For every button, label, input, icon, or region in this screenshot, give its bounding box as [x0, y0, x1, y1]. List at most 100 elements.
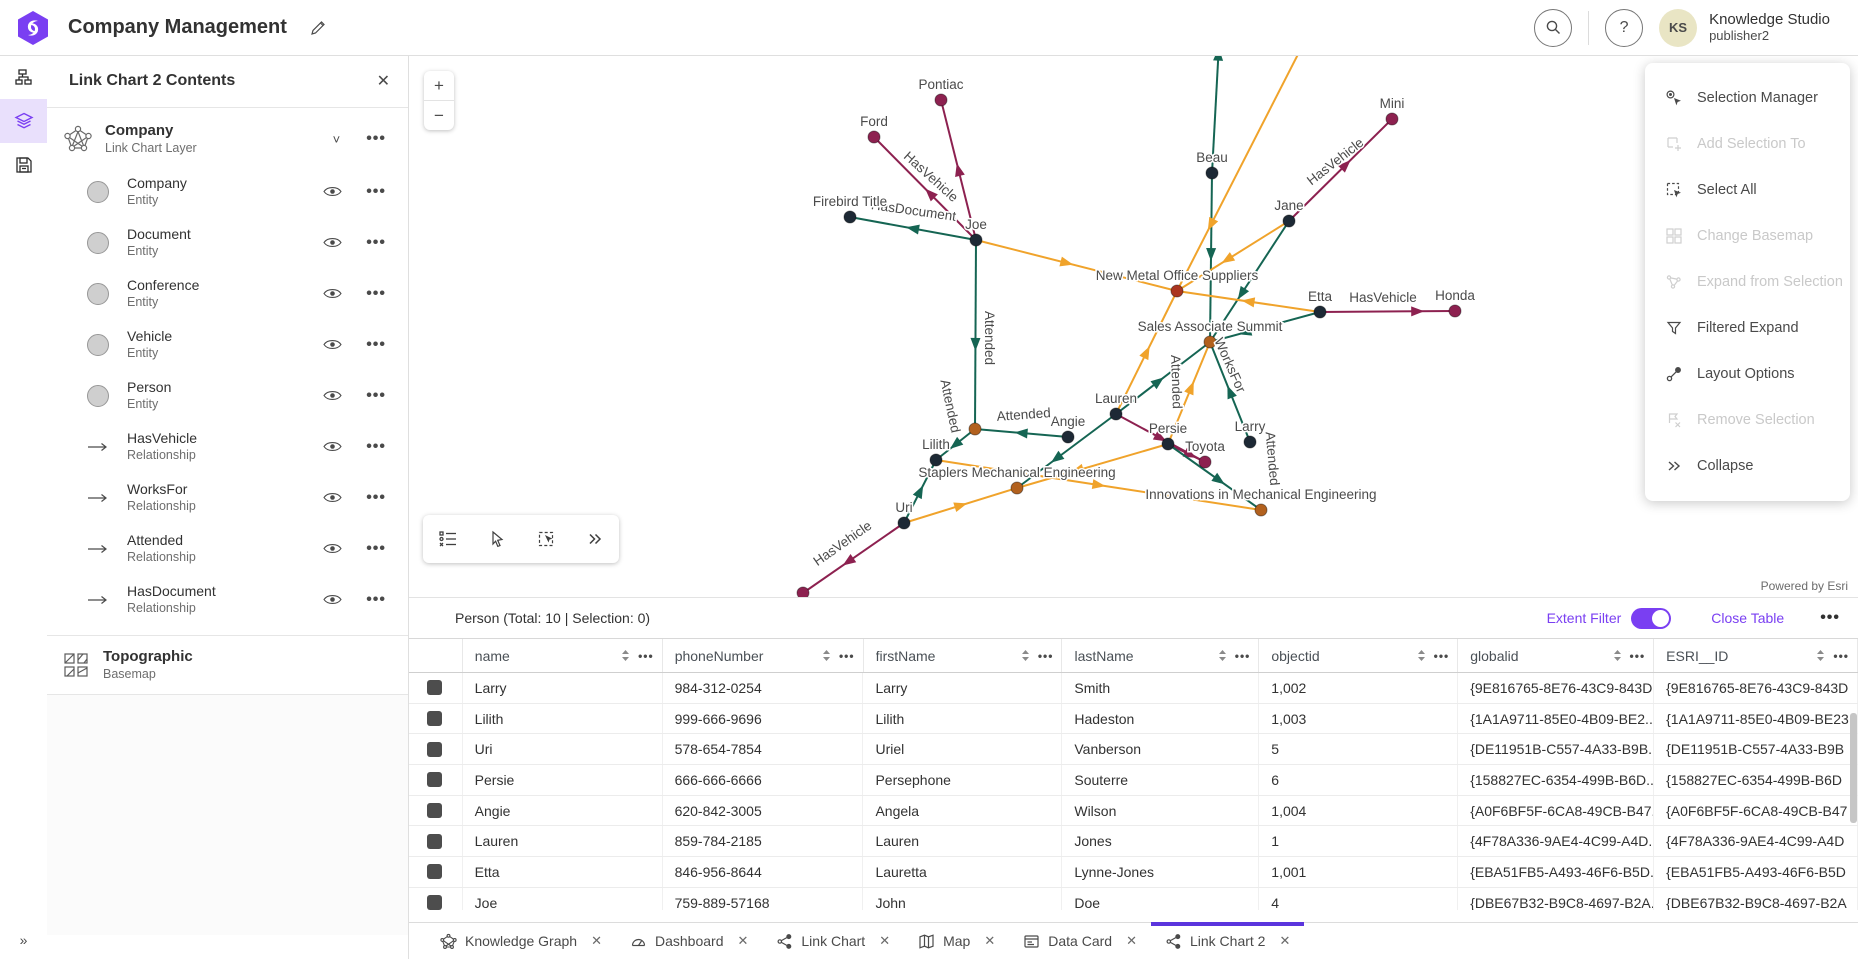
- sort-icon[interactable]: [1218, 649, 1227, 662]
- sort-icon[interactable]: [1613, 649, 1622, 662]
- rail-expand-button[interactable]: »: [19, 932, 28, 948]
- account-info[interactable]: Knowledge Studio publisher2: [1709, 11, 1830, 43]
- column-header-firstName[interactable]: firstName •••: [864, 639, 1063, 672]
- cell-firstName[interactable]: Angela: [863, 795, 1063, 826]
- layer-visibility-button[interactable]: [323, 287, 342, 300]
- view-tab-link-chart[interactable]: Link Chart ✕: [762, 923, 904, 959]
- cell-ESRI__ID[interactable]: {DE11951B-C557-4A33-B9B: [1654, 734, 1858, 765]
- close-table-button[interactable]: Close Table: [1711, 610, 1785, 626]
- layer-visibility-button[interactable]: [323, 389, 342, 402]
- layer-visibility-button[interactable]: [323, 185, 342, 198]
- layer-menu-icon[interactable]: •••: [366, 335, 386, 353]
- table-row[interactable]: Uri 578-654-7854 Uriel Vanberson 5 {DE11951B-…: [408, 734, 1858, 766]
- sort-icon[interactable]: [621, 649, 630, 662]
- layer-row-vehicle[interactable]: Vehicle Entity •••: [47, 319, 408, 370]
- layer-row-person[interactable]: Person Entity •••: [47, 370, 408, 421]
- cell-objectid[interactable]: 6: [1259, 765, 1459, 795]
- zoom-in-button[interactable]: +: [424, 71, 454, 101]
- row-checkbox[interactable]: [427, 741, 443, 757]
- cell-objectid[interactable]: 4: [1259, 887, 1459, 910]
- search-button[interactable]: [1534, 8, 1573, 47]
- column-menu-icon[interactable]: •••: [838, 648, 855, 663]
- row-checkbox[interactable]: [427, 711, 443, 727]
- menu-item-collapse[interactable]: Collapse: [1645, 443, 1850, 489]
- layer-row-attended[interactable]: Attended Relationship •••: [47, 523, 408, 574]
- cell-globalid[interactable]: {A0F6BF5F-6CA8-49CB-B47...: [1458, 795, 1655, 826]
- cell-phoneNumber[interactable]: 859-784-2185: [663, 826, 864, 857]
- cell-name[interactable]: Uri: [463, 734, 663, 765]
- cell-lastName[interactable]: Jones: [1062, 826, 1260, 857]
- cell-ESRI__ID[interactable]: {EBA51FB5-A493-46F6-B5D: [1654, 857, 1858, 887]
- cell-firstName[interactable]: Persephone: [863, 765, 1063, 795]
- collapse-group-icon[interactable]: ˅: [332, 131, 341, 147]
- cell-globalid[interactable]: {DE11951B-C557-4A33-B9B...: [1458, 734, 1655, 765]
- column-header-ESRI__ID[interactable]: ESRI__ID •••: [1654, 639, 1858, 672]
- layer-group-menu-icon[interactable]: •••: [366, 130, 386, 148]
- cell-name[interactable]: Etta: [463, 857, 663, 887]
- column-header-lastName[interactable]: lastName •••: [1062, 639, 1260, 672]
- cell-name[interactable]: Larry: [463, 673, 663, 703]
- sidebar-item-data-model[interactable]: [0, 55, 47, 99]
- cell-globalid[interactable]: {9E816765-8E76-43C9-843D...: [1458, 673, 1655, 703]
- table-row[interactable]: Angie 620-842-3005 Angela Wilson 1,004 {A0F6B…: [408, 795, 1858, 827]
- layer-row-worksfor[interactable]: WorksFor Relationship •••: [47, 472, 408, 523]
- close-tab-icon[interactable]: ✕: [591, 933, 602, 948]
- layer-row-conference[interactable]: Conference Entity •••: [47, 268, 408, 319]
- layer-row-document[interactable]: Document Entity •••: [47, 217, 408, 268]
- layer-visibility-button[interactable]: [323, 593, 342, 606]
- cell-objectid[interactable]: 1,003: [1259, 703, 1459, 734]
- help-button[interactable]: ?: [1605, 8, 1644, 47]
- menu-item-select-all[interactable]: Select All: [1645, 167, 1850, 213]
- cell-phoneNumber[interactable]: 759-889-57168: [663, 887, 864, 910]
- cell-globalid[interactable]: {EBA51FB5-A493-46F6-B5D...: [1458, 857, 1655, 887]
- cell-firstName[interactable]: John: [863, 887, 1063, 910]
- layer-visibility-button[interactable]: [323, 338, 342, 351]
- cursor-icon[interactable]: [482, 524, 512, 554]
- cell-objectid[interactable]: 1,001: [1259, 857, 1459, 887]
- cell-objectid[interactable]: 5: [1259, 734, 1459, 765]
- cell-globalid[interactable]: {1A1A9711-85E0-4B09-BE2...: [1458, 703, 1655, 734]
- table-row[interactable]: Etta 846-956-8644 Lauretta Lynne-Jones 1,001…: [408, 857, 1858, 888]
- column-menu-icon[interactable]: •••: [1234, 648, 1251, 663]
- cell-ESRI__ID[interactable]: {1A1A9711-85E0-4B09-BE23: [1654, 703, 1858, 734]
- link-chart-svg[interactable]: HasVehicle HasVehicleHasDocumentHasVehicl…: [408, 55, 1858, 597]
- cell-phoneNumber[interactable]: 666-666-6666: [663, 765, 864, 795]
- cell-firstName[interactable]: Lilith: [863, 703, 1063, 734]
- cell-ESRI__ID[interactable]: {DBE67B32-B9C8-4697-B2A: [1654, 887, 1858, 910]
- cell-lastName[interactable]: Doe: [1062, 887, 1260, 910]
- cell-name[interactable]: Persie: [463, 765, 663, 795]
- cell-lastName[interactable]: Smith: [1062, 673, 1260, 703]
- sort-icon[interactable]: [1021, 649, 1030, 662]
- sort-icon[interactable]: [822, 649, 831, 662]
- view-tab-map[interactable]: Map ✕: [904, 923, 1009, 959]
- view-tab-link-chart-2[interactable]: Link Chart 2 ✕: [1150, 922, 1305, 959]
- layer-row-hasvehicle[interactable]: HasVehicle Relationship •••: [47, 421, 408, 472]
- sidebar-item-layers[interactable]: [0, 99, 47, 143]
- menu-item-layout-options[interactable]: Layout Options: [1645, 351, 1850, 397]
- table-row[interactable]: Lauren 859-784-2185 Lauren Jones 1 {4F78A336-…: [408, 826, 1858, 858]
- cell-objectid[interactable]: 1,002: [1259, 673, 1459, 703]
- column-menu-icon[interactable]: •••: [1833, 648, 1850, 663]
- cell-ESRI__ID[interactable]: {4F78A336-9AE4-4C99-A4D: [1654, 826, 1858, 857]
- column-menu-icon[interactable]: •••: [1037, 648, 1054, 663]
- zoom-out-button[interactable]: −: [434, 105, 444, 125]
- row-checkbox[interactable]: [427, 895, 443, 910]
- cell-phoneNumber[interactable]: 846-956-8644: [663, 857, 864, 887]
- cell-globalid[interactable]: {158827EC-6354-499B-B6D...: [1458, 765, 1655, 795]
- sort-icon[interactable]: [1816, 649, 1825, 662]
- table-row[interactable]: Lilith 999-666-9696 Lilith Hadeston 1,003 {1A…: [408, 703, 1858, 735]
- double-chevron-icon[interactable]: [580, 524, 610, 554]
- cell-firstName[interactable]: Uriel: [863, 734, 1063, 765]
- close-tab-icon[interactable]: ✕: [984, 933, 996, 948]
- close-panel-icon[interactable]: ✕: [376, 73, 390, 90]
- table-row[interactable]: Joe 759-889-57168 John Doe 4 {DBE67B32-B9C8-4…: [408, 887, 1858, 910]
- view-tab-data-card[interactable]: Data Card ✕: [1009, 923, 1151, 959]
- cell-phoneNumber[interactable]: 999-666-9696: [663, 703, 864, 734]
- cell-lastName[interactable]: Lynne-Jones: [1062, 857, 1260, 887]
- layer-visibility-button[interactable]: [323, 542, 342, 555]
- link-chart-canvas[interactable]: HasVehicle HasVehicle HasDocument HasVehicl…: [408, 55, 1858, 597]
- sort-icon[interactable]: [1417, 649, 1426, 662]
- layer-visibility-button[interactable]: [323, 440, 342, 453]
- cell-name[interactable]: Lauren: [463, 826, 663, 857]
- cell-ESRI__ID[interactable]: {158827EC-6354-499B-B6D: [1654, 765, 1858, 795]
